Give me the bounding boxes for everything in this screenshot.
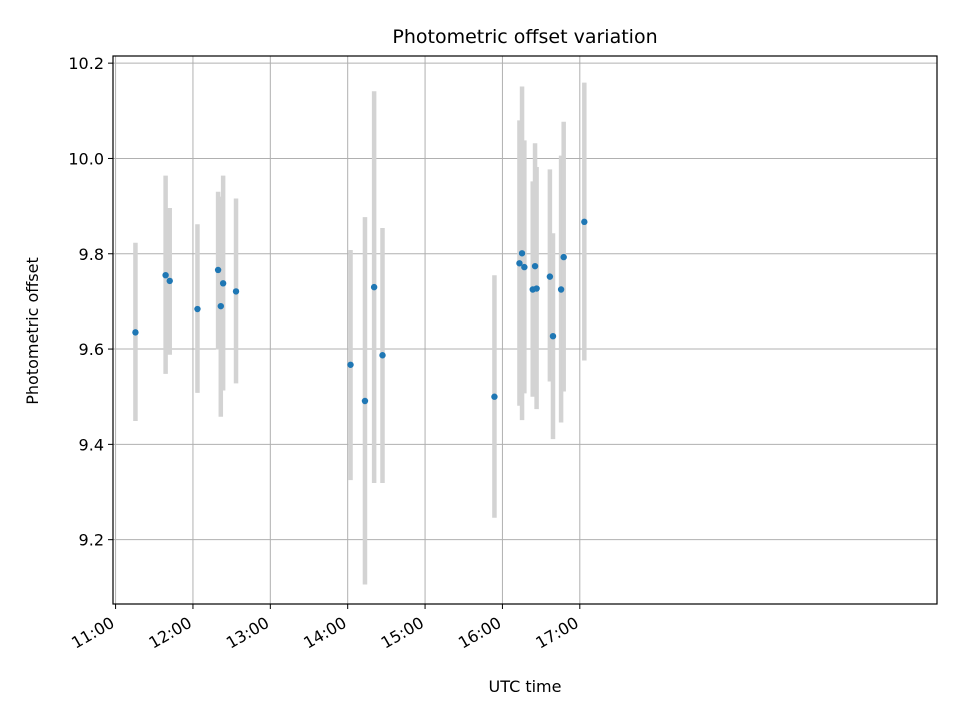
data-point <box>132 329 139 336</box>
y-tick-label: 10.0 <box>68 149 104 168</box>
data-point <box>557 286 565 293</box>
x-axis-label: UTC time <box>489 677 562 696</box>
y-tick-label: 9.8 <box>79 245 104 264</box>
data-point <box>162 272 169 279</box>
plot-area-frame <box>112 55 938 605</box>
data-point <box>347 361 354 368</box>
data-point <box>560 253 567 261</box>
data-point <box>370 283 378 291</box>
data-point <box>518 250 526 257</box>
data-point <box>533 285 540 292</box>
y-tick-label: 9.6 <box>79 340 104 359</box>
data-point <box>521 263 528 271</box>
data-point <box>217 302 225 310</box>
data-point <box>516 260 523 267</box>
data-point <box>379 352 386 359</box>
data-point <box>549 332 557 340</box>
data-point <box>581 218 588 226</box>
y-axis-ticks: 9.2 9.4 9.6 9.8 10.0 10.2 <box>68 54 113 550</box>
data-point <box>232 288 240 295</box>
y-axis-label: Photometric offset <box>23 257 42 405</box>
data-points <box>132 218 588 405</box>
data-point <box>546 273 554 280</box>
data-point <box>219 280 227 287</box>
y-tick-label: 10.2 <box>68 54 104 73</box>
data-point <box>361 397 369 405</box>
data-point <box>166 277 173 285</box>
data-point <box>194 305 201 313</box>
chart-title: Photometric offset variation <box>392 26 657 48</box>
data-point <box>214 266 222 274</box>
data-point <box>531 262 539 270</box>
y-tick-label: 9.2 <box>79 531 104 550</box>
y-tick-label: 9.4 <box>79 435 104 454</box>
grid <box>113 56 937 604</box>
data-point <box>491 393 498 400</box>
